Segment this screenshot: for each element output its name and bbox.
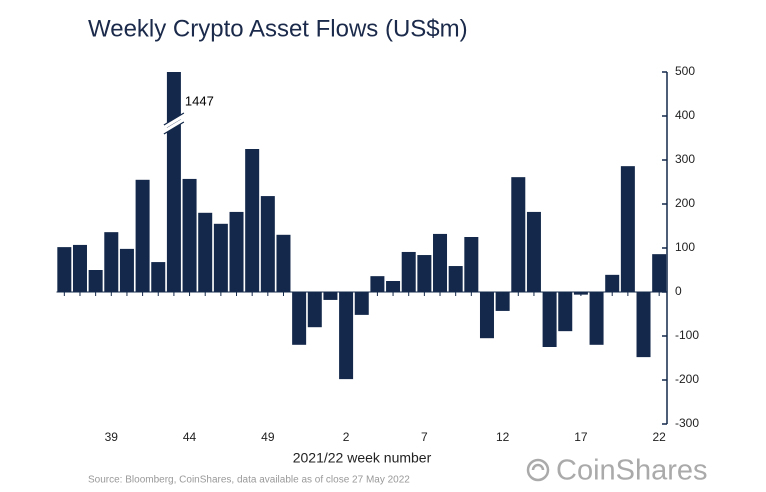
x-tick-label: 49	[261, 430, 275, 444]
x-tick-label: 12	[496, 430, 510, 444]
bar	[245, 149, 260, 292]
y-tick-label: 500	[675, 64, 695, 78]
y-tick-label: 0	[675, 284, 682, 298]
bar	[605, 274, 620, 292]
bar	[213, 223, 228, 292]
bar	[72, 244, 87, 292]
bar	[229, 211, 244, 292]
bar	[166, 72, 181, 292]
bar	[433, 233, 448, 292]
bar	[417, 255, 432, 292]
bar	[511, 177, 526, 292]
chart-title: Weekly Crypto Asset Flows (US$m)	[88, 15, 468, 42]
data-label: 1447	[185, 93, 214, 108]
bar	[354, 292, 369, 315]
bar	[401, 251, 416, 292]
bar	[370, 276, 385, 292]
x-tick-label: 2	[343, 430, 350, 444]
x-tick-label: 17	[574, 430, 588, 444]
x-tick-label: 7	[421, 430, 428, 444]
bars	[57, 72, 667, 380]
bar	[589, 292, 604, 345]
bar	[260, 196, 275, 292]
y-tick-label: 300	[675, 152, 695, 166]
bar	[636, 292, 651, 358]
bar	[479, 292, 494, 339]
bar	[652, 254, 667, 292]
bar	[448, 266, 463, 292]
x-axis-label: 2021/22 week number	[293, 450, 432, 466]
bar	[57, 247, 72, 292]
bar	[119, 248, 134, 292]
bar	[182, 178, 197, 292]
bar	[620, 166, 635, 292]
y-tick-label: -200	[675, 372, 699, 386]
source-note: Source: Bloomberg, CoinShares, data avai…	[88, 475, 410, 486]
y-tick-label: 400	[675, 108, 695, 122]
y-tick-label: 200	[675, 196, 695, 210]
y-tick-label: 100	[675, 240, 695, 254]
x-tick-label: 44	[183, 430, 197, 444]
axis-break	[162, 113, 185, 134]
bar	[339, 292, 354, 380]
bar	[526, 211, 541, 292]
bar	[104, 232, 119, 292]
y-tick-label: -100	[675, 328, 699, 342]
bar	[307, 292, 322, 328]
x-tick-label: 22	[652, 430, 666, 444]
bar	[292, 292, 307, 345]
bar	[135, 179, 150, 292]
x-tick-label: 39	[105, 430, 119, 444]
bar	[276, 234, 291, 292]
bar	[495, 292, 510, 311]
bar	[198, 212, 213, 292]
bar	[542, 292, 557, 347]
bar	[464, 237, 479, 292]
logo-text: CoinShares	[556, 455, 708, 487]
y-tick-label: -300	[675, 416, 699, 430]
axis-break-outline	[163, 112, 185, 135]
bar	[88, 270, 103, 292]
bar	[558, 292, 573, 332]
logo-icon	[526, 458, 550, 482]
bar	[151, 262, 166, 292]
bar	[386, 281, 401, 292]
